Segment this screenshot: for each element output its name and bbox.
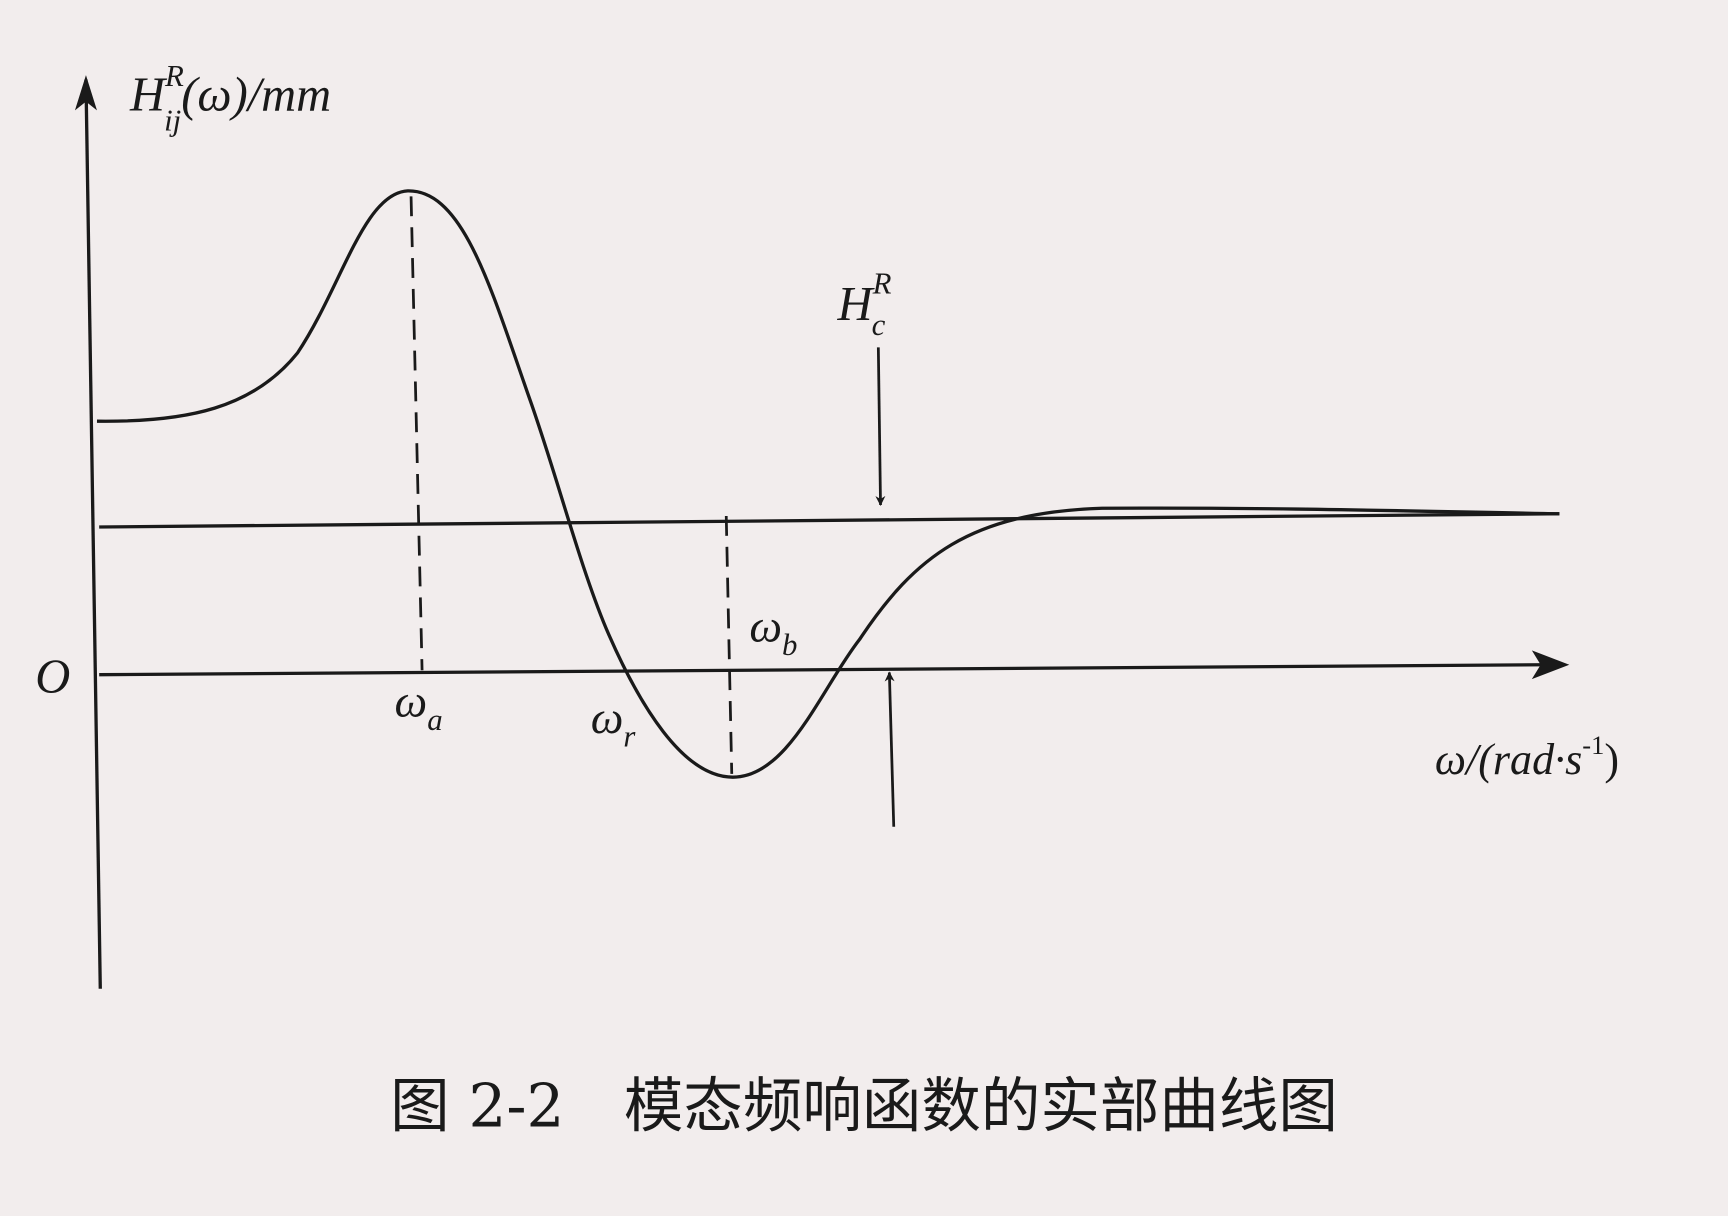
omega-r-label: ωr: [591, 693, 637, 753]
hc-down-arrow: [875, 347, 886, 506]
omega-b-label: ωb: [749, 602, 797, 662]
y-axis: [84, 79, 102, 989]
real-part-curve: [96, 189, 1560, 779]
omega-b-dashed-line: [724, 515, 734, 774]
x-axis-label: ω/(rad·s-1): [1435, 730, 1619, 784]
y-axis-arrow-icon: [74, 75, 97, 111]
omega-a-label: ωa: [395, 677, 443, 737]
hc-label: HR c: [837, 266, 892, 342]
x-axis: [99, 663, 1543, 677]
figure-caption: 图 2-2 模态频响函数的实部曲线图: [390, 1073, 1338, 1142]
hc-up-arrow: [884, 671, 896, 827]
y-axis-label: HR ij(ω)/mm: [129, 59, 331, 137]
x-axis-arrow-icon: [1531, 650, 1570, 680]
hc-line: [99, 512, 1560, 529]
origin-label: O: [35, 650, 70, 703]
omega-a-dashed-line: [409, 196, 424, 671]
